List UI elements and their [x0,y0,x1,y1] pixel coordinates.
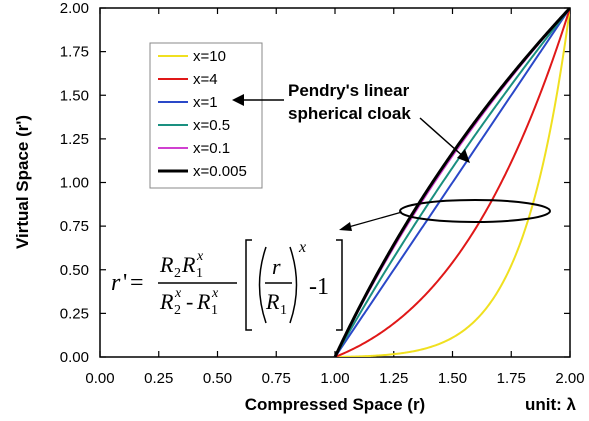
pendry-arrow-down [419,117,470,163]
legend-box [149,42,263,189]
equation-arrow [339,211,403,231]
svg-text:2: 2 [174,303,181,318]
svg-text:1: 1 [196,266,203,281]
pendry-arrow-left [232,94,284,106]
svg-text:r: r [111,270,121,296]
y-axis-title: Virtual Space (r') [13,115,32,249]
svg-text:x: x [196,249,204,264]
legend-label: x=0.1 [193,140,230,157]
svg-text:R: R [159,289,174,314]
svg-text:-: - [186,289,193,314]
y-tick-label: 1.50 [60,87,89,104]
x-tick-label: 1.00 [320,370,349,387]
formula: r ' = R 2 R 1 x R 2 x - R 1 x r R 1 x -1 [108,232,344,334]
x-tick-label: 0.75 [262,370,291,387]
legend-label: x=10 [193,48,226,65]
y-tick-label: 0.25 [60,305,89,322]
x-tick-label: 0.50 [203,370,232,387]
svg-text:x: x [298,239,306,256]
y-tick-label: 1.00 [60,175,89,192]
svg-text:R: R [196,289,211,314]
y-tick-labels: 0.00 0.25 0.50 0.75 1.00 1.25 1.50 1.75 2.00 [60,0,89,366]
x-tick-label: 1.25 [379,370,408,387]
pendry-label-line1: Pendry's linear [288,81,410,100]
x-tick-label: 1.50 [438,370,467,387]
y-tick-label: 0.50 [60,262,89,279]
x-tick-label: 0.00 [85,370,114,387]
x-tick-labels: 0.00 0.25 0.50 0.75 1.00 1.25 1.50 1.75 2.00 [85,370,584,387]
svg-text:x: x [211,286,219,301]
series-line-x=10 [334,8,570,357]
y-tick-label: 1.75 [60,44,89,61]
data-curves [333,8,570,357]
svg-text:R: R [159,252,174,277]
axis-ticks [99,7,571,358]
legend: x=10 x=4 x=1 x=0.5 x=0.1 x=0.005 [158,48,247,180]
legend-label: x=1 [193,94,218,111]
y-tick-label: 0.75 [60,218,89,235]
svg-text:1: 1 [211,303,218,318]
svg-text:R: R [181,252,196,277]
unit-label: unit: λ [525,395,577,414]
legend-label: x=0.005 [193,163,247,180]
legend-label: x=4 [193,71,218,88]
svg-text:R: R [265,289,280,314]
svg-text:r: r [272,254,281,279]
x-tick-label: 2.00 [555,370,584,387]
highlight-ellipse [399,199,551,223]
y-tick-label: 0.00 [60,349,89,366]
y-tick-label: 1.25 [60,131,89,148]
x-tick-label: 1.75 [497,370,526,387]
series-line-x=0.5 [334,8,570,357]
svg-text:': ' [123,270,127,296]
x-axis-title: Compressed Space (r) [245,395,425,414]
legend-label: x=0.5 [193,117,230,134]
svg-text:1: 1 [280,303,287,318]
x-tick-label: 0.25 [144,370,173,387]
svg-text:=: = [130,270,144,296]
svg-text:2: 2 [174,266,181,281]
series-line-x=4 [334,8,570,357]
series-line-x=0.005 [333,8,570,357]
svg-text:-1: -1 [309,274,329,300]
series-line-x=1 [334,8,570,357]
pendry-label-line2: spherical cloak [288,104,411,123]
y-tick-label: 2.00 [60,0,89,17]
svg-text:x: x [174,286,182,301]
